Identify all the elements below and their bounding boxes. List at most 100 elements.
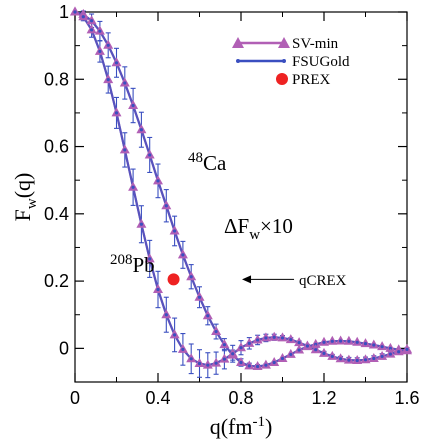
fsugold-marker: [197, 295, 202, 299]
prex-data-point: [167, 273, 180, 286]
ca-annotation: 48Ca: [188, 150, 227, 175]
fsugold-marker: [247, 364, 251, 368]
fsugold-marker: [322, 351, 326, 356]
fsugold-marker: [297, 341, 301, 345]
fsugold-marker: [214, 329, 218, 334]
qcrex-arrow: [242, 275, 295, 284]
legend-item-fsugold: FSUGold: [236, 54, 350, 70]
x-axis-title: q(fm-1): [210, 414, 273, 439]
fsugold-marker: [405, 347, 409, 351]
fsugold-marker: [114, 61, 119, 65]
fsugold-marker: [256, 364, 260, 369]
fsugold-marker: [173, 229, 177, 233]
fsugold-marker: [330, 339, 334, 343]
fsugold-marker: [280, 336, 285, 340]
fsugold-marker: [156, 287, 160, 292]
fsugold-marker: [98, 49, 102, 53]
fsugold-marker: [222, 357, 226, 361]
fsugold-marker: [189, 275, 193, 279]
fsugold-marker: [106, 43, 110, 47]
fsugold-marker: [339, 357, 343, 361]
fsugold-marker: [272, 360, 276, 365]
fsugold-marker: [139, 222, 143, 226]
fsugold-line: [74, 10, 408, 368]
fsugold-marker: [372, 356, 376, 361]
fsugold-marker: [123, 148, 127, 152]
fsugold-marker: [264, 363, 268, 367]
axis-ticks: 0 0.4 0.8 1.2 1.6 0 0.2 0.4 0.6 0.8 1: [44, 2, 420, 408]
fsugold-marker: [380, 354, 384, 359]
fsugold-marker: [139, 128, 143, 132]
fsugold-marker: [131, 185, 135, 189]
fsugold-marker: [355, 358, 359, 363]
x-tick-label: 0.4: [145, 388, 170, 408]
fsugold-marker: [114, 111, 119, 115]
fsugold-marker: [90, 28, 94, 32]
y-tick-label: 0.8: [44, 69, 69, 89]
y-tick-label: 0.2: [44, 271, 69, 291]
fsugold-marker: [388, 346, 392, 350]
fsugold-marker: [363, 358, 368, 362]
fsugold-marker: [297, 348, 301, 352]
fsugold-marker: [397, 350, 401, 354]
legend-label-svmin: SV-min: [292, 36, 339, 52]
fsugold-marker: [206, 363, 210, 367]
fsugold-marker: [272, 335, 276, 339]
x-tick-label: 1.2: [311, 388, 336, 408]
fsugold-marker: [264, 336, 268, 340]
fsugold-marker: [206, 314, 210, 318]
fsugold-marker: [355, 340, 359, 344]
fsugold-marker: [73, 10, 77, 14]
svmin-line: [74, 10, 408, 368]
fsugold-marker: [322, 340, 326, 344]
legend-item-prex: PREX: [276, 72, 331, 88]
fsugold-marker: [289, 338, 293, 342]
fsugold-marker: [372, 343, 376, 347]
fsugold-marker: [106, 78, 110, 82]
fsugold-marker: [181, 347, 185, 351]
fsugold-marker: [173, 333, 177, 337]
fsugold-marker: [330, 354, 334, 359]
y-tick-label: 1: [59, 2, 69, 22]
pb-annotation: 208Pb: [110, 252, 155, 277]
x-tick-label: 0: [70, 388, 80, 408]
fsugold-marker: [388, 352, 392, 356]
legend-item-svmin: SV-min: [232, 36, 339, 52]
x-tick-label: 0.8: [228, 388, 253, 408]
fsugold-marker: [222, 343, 226, 347]
fsugold-marker: [164, 313, 168, 317]
fsugold-marker: [239, 360, 243, 365]
fsugold-marker: [98, 29, 102, 33]
fsugold-marker: [289, 352, 293, 357]
svmin-line: [74, 11, 408, 367]
fsugold-marker: [189, 357, 193, 361]
fsugold-marker: [305, 344, 309, 348]
fsugold-marker: [156, 179, 160, 183]
fsugold-marker: [314, 348, 318, 352]
fsugold-marker: [181, 253, 185, 257]
legend: SV-min FSUGold PREX: [232, 36, 350, 88]
fsugold-marker: [239, 346, 243, 350]
x-tick-label: 1.6: [394, 388, 419, 408]
fsugold-marker: [148, 257, 152, 261]
series-markers: [70, 6, 412, 371]
fsugold-marker: [81, 15, 85, 19]
fsugold-marker: [280, 356, 285, 361]
fsugold-marker: [380, 345, 384, 349]
series-lines: [74, 10, 408, 368]
y-tick-label: 0.4: [44, 204, 69, 224]
qcrex-label: qCREX: [299, 273, 347, 289]
fsugold-marker: [256, 338, 260, 342]
legend-label-prex: PREX: [292, 72, 331, 88]
legend-label-fsugold: FSUGold: [292, 54, 350, 70]
fsugold-marker: [347, 358, 351, 362]
fsugold-marker: [123, 81, 127, 85]
delta-annotation: ΔFw×10: [224, 214, 293, 243]
fsugold-marker: [90, 19, 94, 23]
fsugold-marker: [363, 342, 368, 346]
error-bars: [80, 10, 410, 379]
fsugold-marker: [148, 153, 152, 157]
fsugold-line: [74, 11, 408, 367]
fsugold-marker: [231, 352, 235, 356]
